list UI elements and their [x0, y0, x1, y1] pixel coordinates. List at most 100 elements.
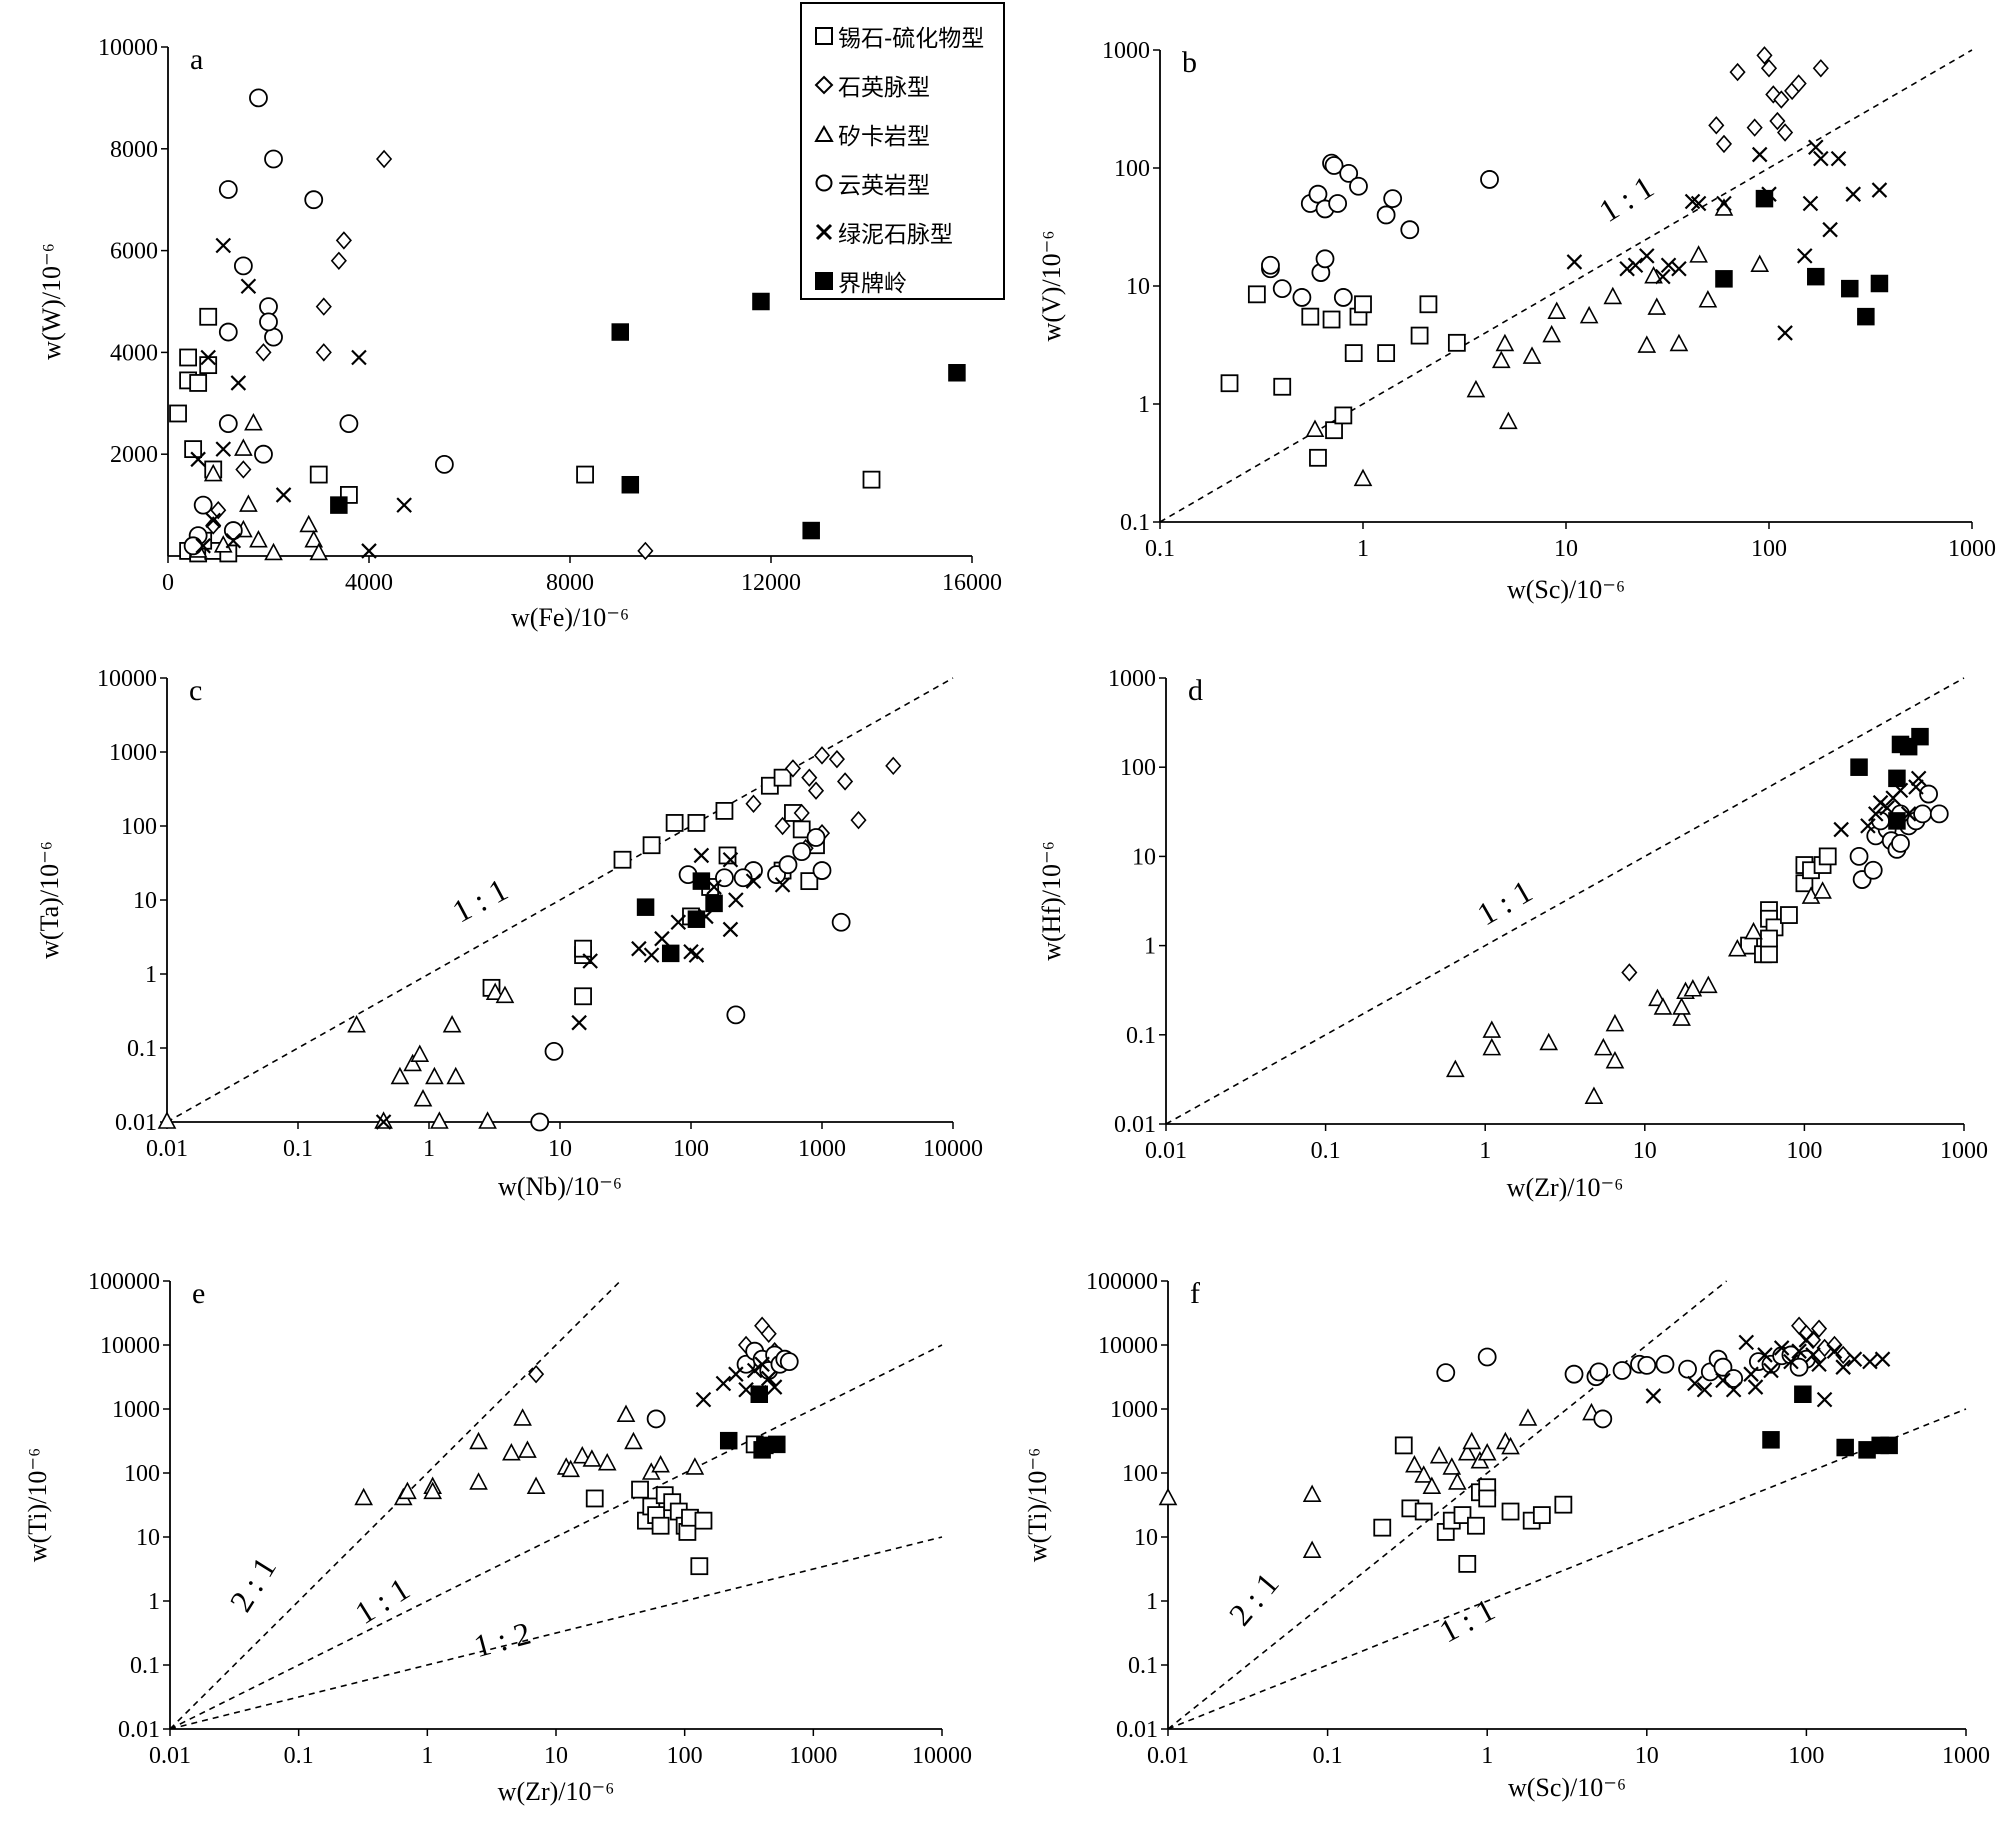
series-triangle [188, 412, 329, 561]
square-data-point [1344, 344, 1363, 362]
cross-data-point [1867, 806, 1884, 822]
cross-data-point [200, 349, 216, 366]
square-data-point [199, 356, 218, 375]
cross-data-point [1845, 186, 1862, 202]
circle-data-point [249, 88, 268, 108]
circle-data-point [1292, 288, 1312, 307]
series-filled-square [330, 292, 966, 540]
y-tick-label: 10 [136, 1525, 160, 1551]
series-circle [530, 828, 851, 1132]
square-data-point [1532, 1506, 1551, 1524]
square-data-point [574, 939, 592, 958]
diamond-data-point [793, 803, 810, 823]
cross-data-point [722, 921, 739, 938]
cross-data-point [1671, 260, 1687, 277]
cross-data-point [1805, 1347, 1821, 1363]
square-data-point [651, 1516, 670, 1535]
triangle-data-point [1542, 324, 1562, 343]
cross-data-point [1690, 195, 1707, 212]
filled-square-data-point [1888, 812, 1906, 830]
y-tick-label: 10 [1134, 1525, 1158, 1551]
triangle-data-point [413, 1089, 433, 1107]
x-tick-label: 1 [423, 1136, 435, 1162]
diamond-data-point [1715, 134, 1733, 154]
triangle-data-point [203, 463, 223, 482]
triangle-data-point [304, 530, 324, 548]
x-tick-label: 100 [1751, 536, 1787, 562]
reference-line [169, 1344, 943, 1730]
circle-data-point [218, 180, 238, 199]
y-tick-label: 0.1 [1128, 1653, 1158, 1679]
cross-data-point [1846, 1351, 1863, 1367]
series-triangle [1305, 198, 1770, 487]
cross-data-point [1813, 150, 1829, 167]
square-data-point [1410, 326, 1429, 345]
cross-data-point [1757, 1347, 1773, 1363]
triangle-data-point [1689, 245, 1708, 263]
reference-line-label: 1 : 1 [1433, 1591, 1500, 1649]
triangle-data-point [1158, 1487, 1178, 1506]
x-tick-label: 0.1 [284, 1743, 314, 1769]
triangle-data-point [1457, 1443, 1477, 1461]
circle-data-point [1929, 804, 1949, 824]
x-tick-label: 4000 [345, 570, 393, 596]
square-data-point [694, 1511, 713, 1530]
diamond-data-point [1621, 963, 1638, 982]
square-data-point [1325, 421, 1343, 440]
legend-item: 绿泥石脉型 [814, 214, 953, 250]
diamond-data-point [210, 500, 227, 520]
cross-data-point [1910, 770, 1927, 787]
triangle-data-point [347, 1015, 366, 1033]
y-tick-label: 10000 [100, 1333, 160, 1359]
circle-data-point [1315, 249, 1335, 269]
triangle-data-point [1491, 350, 1511, 369]
cross-data-point [728, 892, 744, 908]
y-tick-label: 0.1 [130, 1653, 160, 1679]
cross-data-point [1860, 818, 1876, 834]
cross-data-point [1566, 254, 1583, 270]
circle-data-point [544, 1041, 564, 1061]
cross-data-point [361, 543, 377, 559]
circle-data-point [218, 322, 238, 342]
circle-data-point [1655, 1354, 1675, 1374]
circle-data-point [218, 414, 238, 434]
circle-data-point [646, 1409, 666, 1429]
square-data-point [715, 801, 734, 820]
circle-data-point [304, 190, 324, 210]
y-axis-label: w(Ti)/10⁻⁶ [1023, 1448, 1052, 1562]
cross-data-point [205, 512, 222, 529]
cross-data-point [1773, 1340, 1790, 1356]
triangle-data-point [1302, 1540, 1322, 1558]
y-tick-label: 10000 [97, 666, 157, 692]
triangle-data-point [1501, 1436, 1520, 1455]
y-axis-label: w(V)/10⁻⁶ [1037, 231, 1066, 342]
filled-square-data-point [661, 944, 680, 963]
series-triangle [1158, 1402, 1601, 1558]
triangle-data-point [1495, 333, 1515, 352]
cross-data-point [693, 847, 710, 864]
diamond-data-point [376, 149, 393, 169]
circle-data-point [254, 444, 273, 464]
square-data-point [169, 404, 187, 423]
cross-data-point [1808, 139, 1824, 155]
circle-data-point [1308, 184, 1328, 204]
cross-data-point [715, 1375, 732, 1392]
reference-line-label: 1 : 1 [446, 871, 513, 929]
x-tick-label: 8000 [546, 570, 594, 596]
triangle-data-point [1672, 997, 1691, 1015]
square-data-point [687, 814, 706, 832]
triangle-data-point [572, 1445, 592, 1464]
cross-data-point [643, 947, 660, 963]
y-tick-label: 10 [133, 888, 157, 914]
triangle-data-point [495, 985, 515, 1004]
triangle-data-point [1482, 1020, 1502, 1038]
legend-item: 矽卡岩型 [814, 116, 930, 152]
cross-data-point [688, 947, 705, 963]
filled-square-data-point [692, 872, 711, 890]
filled-square-data-point [948, 364, 966, 382]
cross-data-point [215, 237, 232, 254]
square-data-point [1478, 1489, 1497, 1508]
filled-square-data-point [1850, 758, 1868, 776]
y-tick-label: 100000 [1086, 1269, 1158, 1295]
diamond-data-point [1769, 111, 1786, 131]
